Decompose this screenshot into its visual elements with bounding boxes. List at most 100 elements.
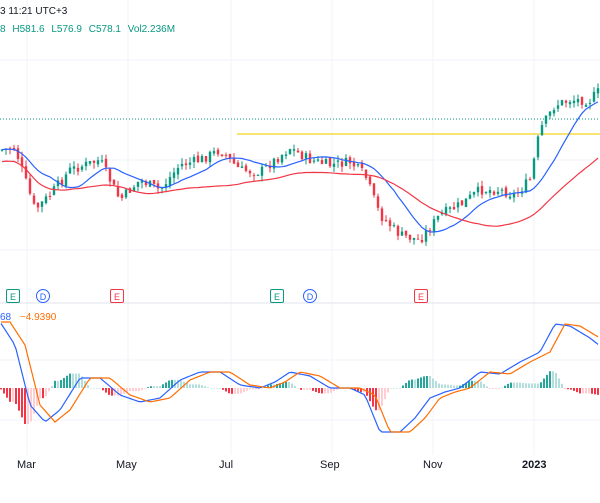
signal-line (1, 321, 599, 433)
candle-body (68, 167, 72, 174)
histogram-bar (237, 388, 239, 394)
dividend-marker[interactable]: D (36, 289, 50, 303)
histogram-bar (483, 384, 485, 388)
histogram-bar (525, 383, 527, 388)
macd-legend: 68 −4.9390 (0, 312, 56, 323)
candle-body (104, 158, 108, 168)
histogram-bar (468, 381, 470, 388)
histogram-bar (285, 382, 287, 388)
candle-body (116, 186, 120, 197)
histogram-bar (537, 383, 539, 388)
histogram-bar (126, 388, 128, 393)
histogram-bar (393, 388, 395, 389)
histogram-bar (225, 388, 227, 392)
histogram-bar (204, 386, 206, 388)
histogram-bar (522, 382, 524, 388)
histogram-bar (207, 387, 209, 388)
candle-body (512, 193, 516, 198)
histogram-bar (261, 388, 263, 389)
candle-body (136, 181, 140, 187)
histogram-bar (99, 388, 101, 389)
histogram-bar (543, 378, 545, 388)
histogram-bar (222, 388, 224, 390)
candle-body (100, 160, 104, 162)
candle-body (560, 100, 564, 106)
close-value: C578.1 (88, 24, 121, 35)
candle-body (552, 110, 556, 114)
candle-body (12, 147, 16, 150)
candle-body (108, 168, 112, 182)
candle-body (472, 192, 476, 195)
candle-body (356, 164, 360, 166)
candle-body (500, 189, 504, 191)
histogram-bar (360, 388, 362, 393)
candle-body (404, 230, 408, 236)
histogram-bar (117, 388, 119, 396)
histogram-bar (399, 388, 401, 389)
candle-body (544, 115, 548, 124)
histogram-bar (453, 385, 455, 388)
candle-body (476, 186, 480, 193)
histogram-bar (465, 382, 467, 388)
candle-body (128, 188, 132, 193)
histogram-bar (489, 388, 491, 389)
earnings-marker[interactable]: E (270, 289, 284, 303)
histogram-bar (408, 380, 410, 388)
dividend-marker[interactable]: D (303, 289, 317, 303)
candle-body (504, 187, 508, 197)
histogram-bar (78, 373, 80, 388)
candle-body (60, 179, 64, 185)
histogram-bar (234, 388, 236, 394)
histogram-bar (45, 388, 47, 397)
candle-body (580, 96, 584, 105)
histogram-bar (444, 384, 446, 388)
histogram-bar (219, 388, 221, 389)
open-value: 8 (0, 24, 6, 35)
histogram-bar (507, 383, 509, 388)
candle-body (64, 174, 68, 186)
histogram-bar (141, 388, 143, 391)
histogram-bar (66, 375, 68, 388)
histogram-bar (180, 380, 182, 388)
histogram-bar (426, 376, 428, 388)
candle-body (388, 220, 392, 227)
candle-body (412, 237, 416, 240)
histogram-bar (228, 388, 230, 394)
histogram-bar (450, 385, 452, 388)
candle-body (256, 174, 260, 176)
candle-body (432, 219, 436, 233)
histogram-bar (84, 380, 86, 388)
histogram-bar (129, 388, 131, 392)
candle-body (440, 212, 444, 215)
candle-body (588, 102, 592, 104)
histogram-bar (150, 386, 152, 388)
histogram-bar (9, 388, 11, 402)
histogram-bar (531, 383, 533, 388)
histogram-bar (411, 379, 413, 388)
candle-body (52, 186, 56, 195)
candle-body (296, 150, 300, 153)
histogram-bar (477, 380, 479, 388)
histogram-bar (558, 378, 560, 388)
histogram-bar (573, 388, 575, 391)
histogram-bar (552, 371, 554, 388)
histogram-bar (336, 388, 338, 390)
histogram-bar (54, 380, 56, 388)
candle-body (164, 184, 168, 188)
histogram-bar (81, 376, 83, 388)
candle-body (120, 194, 124, 198)
histogram-bar (423, 376, 425, 388)
x-tick-label: Nov (423, 459, 443, 471)
earnings-marker[interactable]: E (414, 289, 428, 303)
candle-body (112, 179, 116, 185)
histogram-bar (213, 388, 215, 389)
earnings-marker[interactable]: E (6, 289, 20, 303)
histogram-bar (231, 388, 233, 394)
candle-body (160, 187, 164, 189)
candle-body (384, 219, 388, 221)
candle-body (292, 149, 296, 151)
histogram-bar (144, 388, 146, 389)
earnings-marker[interactable]: E (110, 289, 124, 303)
histogram-bar (501, 387, 503, 389)
